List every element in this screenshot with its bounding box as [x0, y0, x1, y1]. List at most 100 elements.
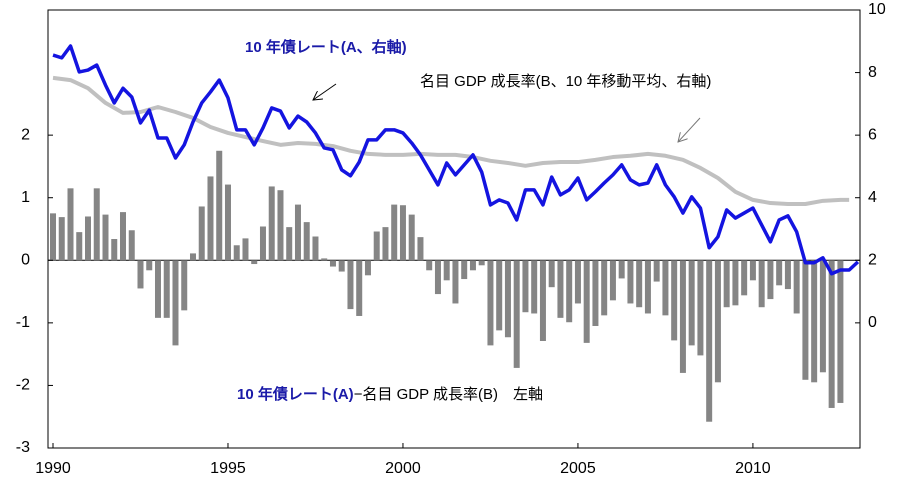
bar [146, 260, 153, 271]
bar [154, 260, 161, 318]
bar [181, 260, 188, 311]
y-tick-label: 1 [21, 189, 30, 206]
bar [189, 253, 196, 261]
bar [504, 260, 511, 338]
y2-tick-label: 8 [868, 64, 877, 81]
bar [268, 186, 275, 261]
bar [496, 260, 503, 331]
arrow [678, 117, 701, 142]
bar [251, 260, 258, 265]
bar [50, 213, 57, 261]
x-tick-label: 2000 [385, 460, 421, 477]
bar [111, 239, 118, 261]
bar [706, 260, 713, 422]
y-tick-label: -3 [16, 439, 30, 456]
arrow [313, 83, 337, 100]
annotation-part: −名目 GDP 成長率(B) 左軸 [354, 386, 543, 403]
y-tick-label: 2 [21, 126, 30, 143]
bar [802, 260, 809, 380]
bar [356, 260, 363, 316]
bar [233, 245, 240, 261]
bar [347, 260, 354, 310]
bar [714, 260, 721, 383]
bar [688, 260, 695, 346]
bar [837, 260, 844, 403]
bar [697, 260, 704, 356]
bar [469, 260, 476, 271]
bar [653, 260, 660, 282]
bar [513, 260, 520, 368]
bar [574, 260, 581, 304]
bar [627, 260, 634, 304]
bar [277, 190, 284, 261]
bar [636, 260, 643, 308]
bar [671, 260, 678, 341]
bar [434, 260, 441, 295]
x-tick-label: 2010 [735, 460, 771, 477]
bar [531, 260, 538, 314]
bar [338, 260, 345, 272]
bar [609, 260, 616, 301]
bar [198, 206, 205, 261]
bar [312, 236, 319, 261]
bar [662, 260, 669, 316]
bar [784, 260, 791, 290]
bar [539, 260, 546, 342]
bar [286, 227, 293, 261]
line [52, 75, 850, 206]
bar [776, 260, 783, 286]
y-tick-label: 0 [21, 252, 30, 269]
y2-tick-label: 0 [868, 314, 877, 331]
bar [93, 188, 100, 261]
bar [364, 260, 371, 276]
y2-tick-label: 6 [868, 126, 877, 143]
bar [67, 188, 74, 261]
bar [749, 260, 756, 281]
y-tick-label: -1 [16, 314, 30, 331]
bar [391, 204, 398, 261]
bar [767, 260, 774, 300]
bar [557, 260, 564, 318]
plot-frame [47, 9, 861, 449]
bar [548, 260, 555, 288]
plot-area [48, 44, 860, 422]
bar [618, 260, 625, 279]
bar [163, 260, 170, 318]
bar [583, 260, 590, 343]
annotation: 名目 GDP 成長率(B、10 年移動平均、右軸) [420, 73, 711, 90]
bar [426, 260, 433, 271]
bar [811, 260, 818, 383]
bar [723, 260, 730, 308]
bar [84, 216, 91, 261]
bar [679, 260, 686, 373]
x-tick-label: 1990 [35, 460, 71, 477]
bar [294, 204, 301, 261]
bar [102, 214, 109, 261]
bar [408, 214, 415, 261]
annotation: 10 年債レート(A、右軸) [245, 38, 407, 56]
x-tick-label: 1995 [210, 460, 246, 477]
x-tick-label: 2005 [560, 460, 596, 477]
bar [592, 260, 599, 326]
bar [321, 258, 328, 261]
bar [172, 260, 179, 346]
bar [137, 260, 144, 289]
bar [224, 184, 231, 261]
bar [758, 260, 765, 308]
bar [259, 226, 266, 261]
y2-tick-label: 10 [868, 1, 886, 18]
bar [452, 260, 459, 304]
bar [76, 232, 83, 261]
bar [242, 238, 249, 261]
bar [382, 227, 389, 261]
bar [741, 260, 748, 296]
bar [399, 205, 406, 261]
bar [601, 260, 608, 316]
bar [522, 260, 529, 313]
bar [128, 230, 135, 261]
bar [566, 260, 573, 323]
bar [207, 176, 214, 261]
bar [417, 237, 424, 261]
bar [119, 212, 126, 261]
